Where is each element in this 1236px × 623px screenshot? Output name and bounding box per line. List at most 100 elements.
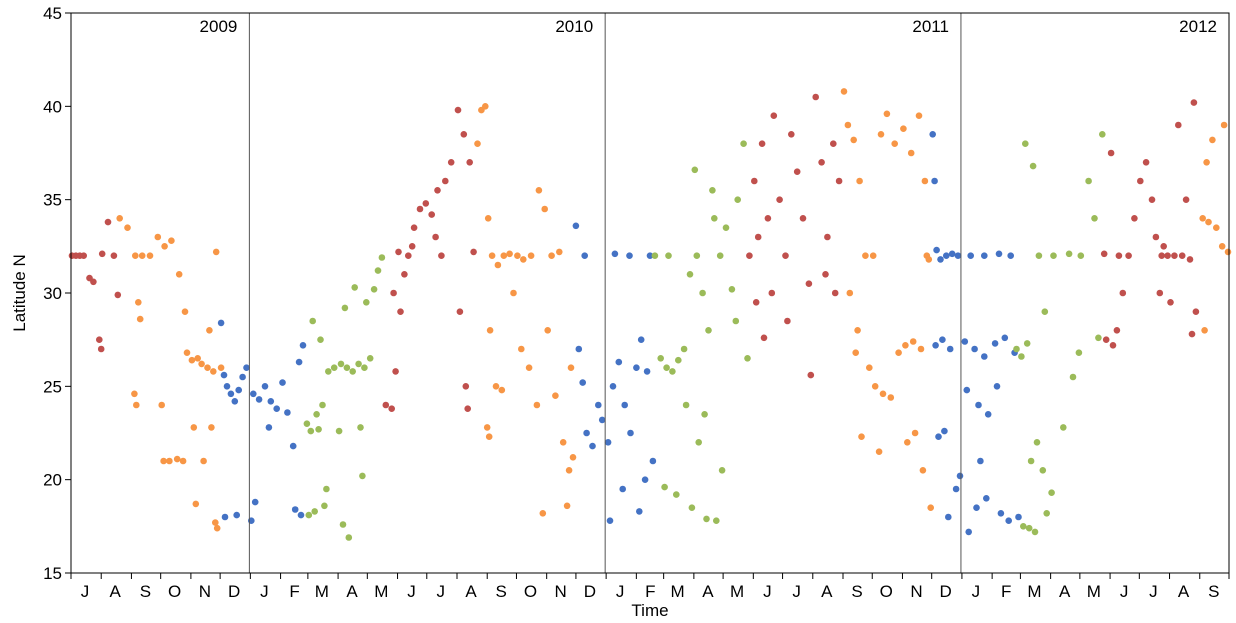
data-point-orange <box>891 140 898 147</box>
data-point-orange <box>1201 327 1208 334</box>
data-point-red <box>388 405 396 413</box>
data-point-orange <box>858 433 865 441</box>
data-point-green <box>1023 340 1031 347</box>
data-point-green <box>305 511 313 519</box>
data-point-blue <box>984 411 992 418</box>
data-point-red <box>776 196 783 203</box>
data-point-red <box>80 252 87 259</box>
data-point-red <box>1178 252 1186 259</box>
data-point-red <box>390 289 397 297</box>
data-point-green <box>343 364 351 372</box>
data-point-orange <box>488 252 496 259</box>
data-point-green <box>1075 349 1083 357</box>
data-point-orange <box>559 439 567 446</box>
data-point-orange <box>539 510 547 517</box>
data-point-red <box>97 345 105 353</box>
data-point-green <box>1069 373 1077 381</box>
x-tick-label: M <box>671 582 685 601</box>
x-tick-label: J <box>763 582 772 601</box>
data-point-red <box>1148 196 1156 203</box>
data-point-blue <box>583 429 590 437</box>
data-point-blue <box>646 252 654 259</box>
data-point-blue <box>643 368 651 375</box>
data-point-red <box>818 159 825 166</box>
y-tick-label: 20 <box>43 471 62 490</box>
data-point-blue <box>931 177 938 185</box>
data-point-orange <box>856 177 863 185</box>
data-point-blue <box>589 442 596 450</box>
data-point-green <box>1085 177 1092 185</box>
year-dividers <box>248 13 962 573</box>
data-point-red <box>746 252 753 259</box>
data-point-green <box>1033 439 1041 446</box>
data-point-blue <box>231 398 239 405</box>
data-point-green <box>349 368 357 375</box>
y-tick-label: 35 <box>43 191 62 210</box>
data-point-green <box>313 411 320 418</box>
data-points <box>68 88 1232 541</box>
data-point-blue <box>217 319 225 327</box>
data-point-green <box>1050 252 1057 259</box>
data-point-orange <box>175 271 183 278</box>
data-point-blue <box>963 386 971 394</box>
data-point-blue <box>981 353 988 360</box>
data-point-orange <box>116 215 123 222</box>
data-point-orange <box>213 524 221 532</box>
data-point-orange <box>895 349 902 357</box>
data-point-orange <box>1205 218 1212 226</box>
data-point-blue <box>604 439 612 446</box>
data-point-red <box>422 200 430 207</box>
data-point-blue <box>933 246 940 254</box>
data-point-orange <box>556 248 563 256</box>
data-point-orange <box>887 394 895 401</box>
data-point-red <box>799 215 807 222</box>
data-point-green <box>713 517 720 524</box>
data-point-red <box>1171 252 1178 259</box>
x-tick-label: O <box>168 582 181 601</box>
data-point-green <box>1077 252 1085 259</box>
data-point-red <box>1190 99 1198 106</box>
data-point-blue <box>255 396 263 403</box>
data-point-blue <box>943 252 950 259</box>
data-point-green <box>1013 345 1020 353</box>
data-point-green <box>711 215 718 222</box>
data-point-green <box>317 336 324 344</box>
data-point-orange <box>533 401 541 409</box>
data-point-red <box>752 299 760 306</box>
data-point-blue <box>1001 334 1009 342</box>
data-point-blue <box>609 383 617 390</box>
x-axis-title: Time <box>631 601 668 620</box>
data-point-blue <box>223 383 231 390</box>
data-point-orange <box>173 455 181 463</box>
data-point-blue <box>993 383 1001 390</box>
data-point-red <box>98 250 106 258</box>
data-point-orange <box>484 215 492 222</box>
data-point-green <box>345 534 353 541</box>
data-point-green <box>366 355 374 362</box>
data-point-blue <box>267 398 275 405</box>
x-tick-label: N <box>199 582 211 601</box>
data-point-orange <box>204 364 211 372</box>
data-point-green <box>675 356 682 364</box>
data-point-green <box>307 427 315 435</box>
data-point-red <box>1167 299 1174 306</box>
data-point-red <box>428 211 436 218</box>
data-point-blue <box>284 409 291 416</box>
data-point-blue <box>250 390 257 398</box>
data-point-green <box>1035 252 1043 259</box>
data-point-orange <box>846 289 854 297</box>
data-point-blue <box>265 424 273 431</box>
data-point-orange <box>146 252 154 259</box>
x-tick-label: M <box>315 582 329 601</box>
data-point-green <box>686 271 694 278</box>
data-point-blue <box>956 472 964 480</box>
data-point-orange <box>190 424 198 431</box>
y-tick-label: 45 <box>43 4 62 23</box>
data-point-green <box>705 327 712 334</box>
x-tick-label: A <box>465 582 477 601</box>
data-point-orange <box>563 502 571 510</box>
data-point-orange <box>850 136 857 144</box>
x-tick-label: S <box>851 582 862 601</box>
data-point-green <box>370 286 378 293</box>
data-point-green <box>665 252 672 259</box>
